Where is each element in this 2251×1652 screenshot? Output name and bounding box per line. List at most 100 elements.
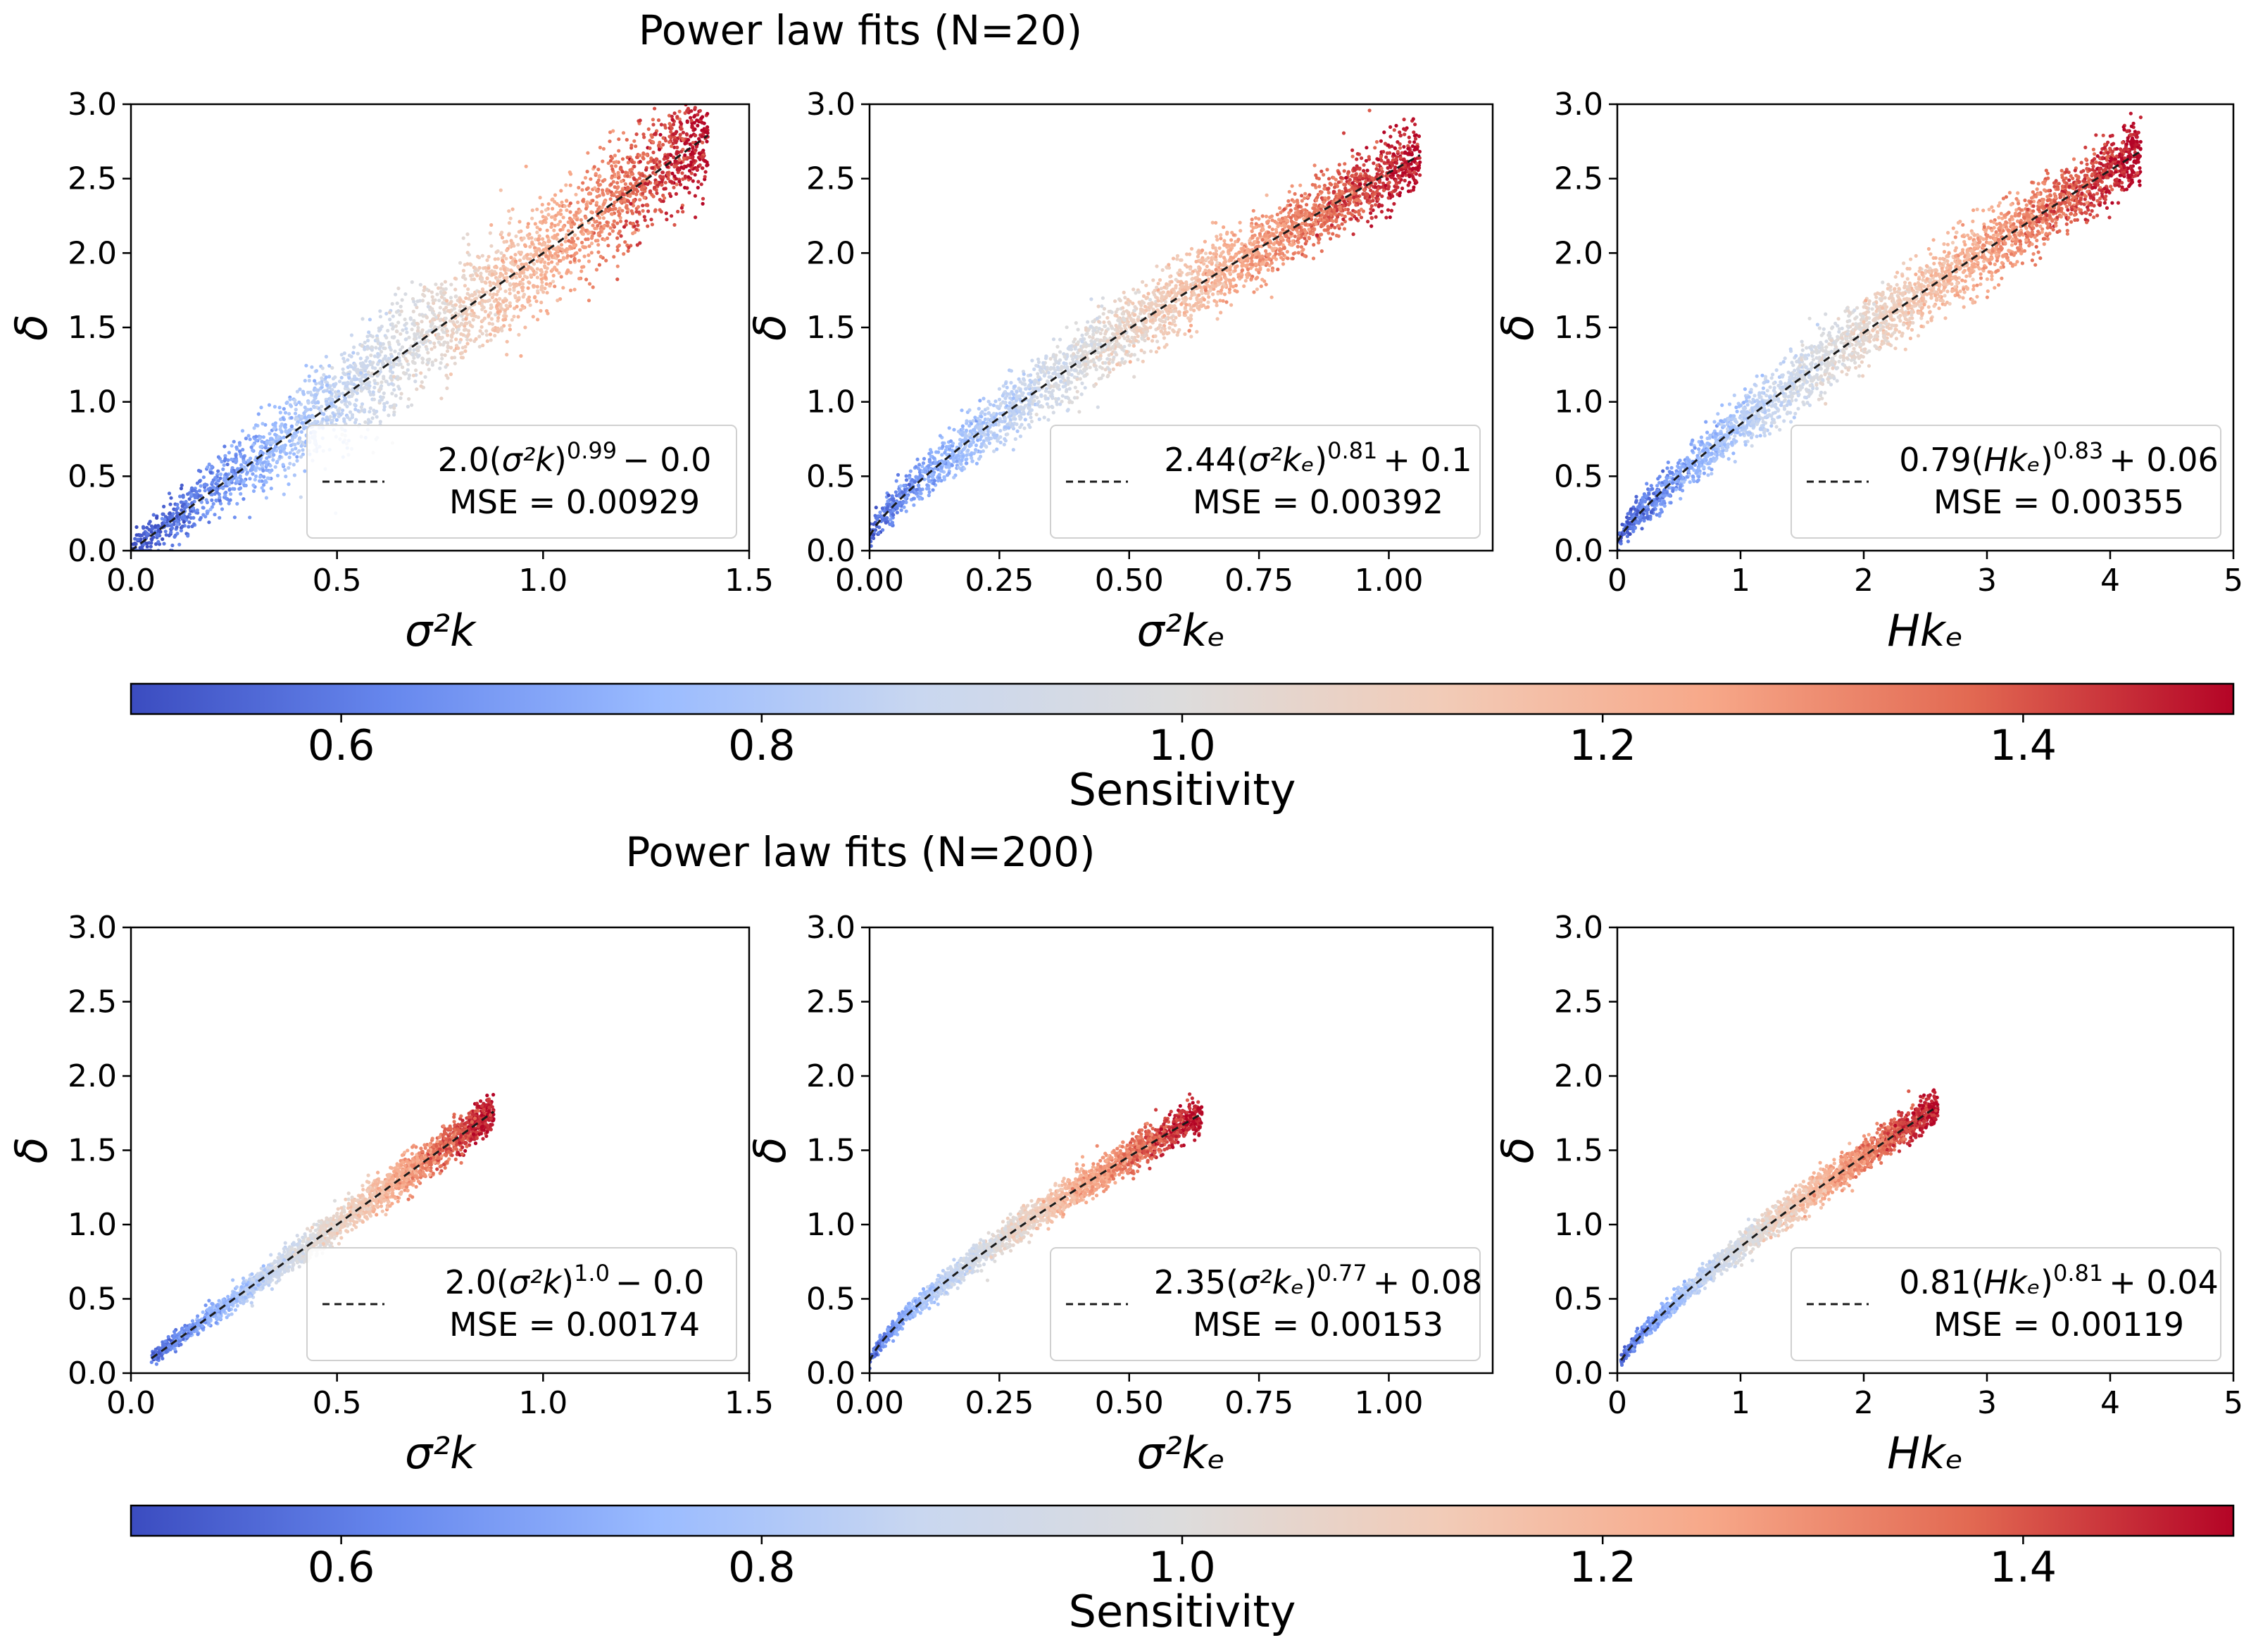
data-point xyxy=(520,304,525,308)
data-point xyxy=(1336,234,1341,238)
data-point xyxy=(269,487,273,491)
data-point xyxy=(463,321,468,325)
data-point xyxy=(265,456,269,461)
data-point xyxy=(658,174,663,178)
data-point xyxy=(324,380,328,384)
data-point xyxy=(337,392,341,396)
data-point xyxy=(368,406,372,411)
data-point xyxy=(220,460,224,464)
data-point xyxy=(510,207,515,211)
data-point xyxy=(679,149,684,154)
data-point xyxy=(510,262,515,266)
data-point xyxy=(392,413,396,417)
data-point xyxy=(1367,108,1372,113)
data-point xyxy=(306,400,311,404)
data-point xyxy=(1219,291,1223,295)
data-point xyxy=(303,379,307,383)
data-point xyxy=(572,253,576,258)
data-point xyxy=(470,299,474,303)
data-point xyxy=(382,391,386,396)
data-point xyxy=(1073,385,1077,389)
data-point xyxy=(1298,183,1303,187)
data-point xyxy=(1375,172,1379,176)
data-point xyxy=(351,392,355,396)
data-point xyxy=(308,407,313,412)
data-point xyxy=(187,520,192,525)
data-point xyxy=(477,344,482,349)
data-point xyxy=(655,180,659,184)
data-point xyxy=(541,290,546,294)
data-point xyxy=(208,470,213,475)
data-point xyxy=(620,188,625,192)
data-point xyxy=(211,501,215,506)
data-point xyxy=(577,185,581,190)
data-point xyxy=(347,376,351,380)
data-point xyxy=(370,416,375,420)
data-point xyxy=(211,485,215,489)
data-point xyxy=(556,223,560,227)
data-point xyxy=(306,390,311,395)
data-point xyxy=(1187,303,1191,307)
data-point xyxy=(190,506,195,511)
data-point xyxy=(1066,376,1070,380)
data-point xyxy=(403,292,408,296)
data-point xyxy=(1202,262,1206,266)
panel-0-0: 0.0 0.5 1.0 1.50.00.51.01.52.02.53.0σ²kδ2.0… xyxy=(6,87,774,656)
data-point xyxy=(1115,339,1119,344)
data-point xyxy=(303,406,307,410)
data-point xyxy=(359,405,363,409)
data-point xyxy=(553,223,557,227)
data-point xyxy=(1396,185,1400,189)
data-point xyxy=(1267,263,1272,268)
data-point xyxy=(224,490,228,494)
data-point xyxy=(1189,313,1193,318)
data-point xyxy=(1351,232,1355,237)
data-point xyxy=(1308,231,1312,235)
data-point xyxy=(263,446,268,450)
data-point xyxy=(520,282,525,286)
data-point xyxy=(377,388,382,392)
data-point xyxy=(453,361,457,365)
data-point xyxy=(1300,199,1304,203)
data-point xyxy=(378,420,382,424)
data-point xyxy=(967,408,972,413)
data-point xyxy=(572,256,577,261)
data-point xyxy=(426,361,430,365)
data-point xyxy=(249,445,253,449)
data-point xyxy=(691,179,695,183)
data-point xyxy=(301,424,306,428)
data-point xyxy=(587,282,592,286)
data-point xyxy=(699,182,703,187)
data-point xyxy=(316,401,320,405)
data-point xyxy=(220,507,225,511)
data-point xyxy=(489,338,493,342)
data-point xyxy=(192,488,196,492)
data-point xyxy=(687,168,692,173)
data-point xyxy=(1384,174,1388,178)
data-point xyxy=(690,125,694,130)
data-point xyxy=(426,351,430,355)
data-point xyxy=(360,375,365,379)
data-point xyxy=(444,365,448,369)
data-point xyxy=(202,482,206,487)
data-point xyxy=(464,327,468,332)
data-point xyxy=(696,185,700,190)
data-point xyxy=(324,375,328,380)
data-point xyxy=(591,223,595,227)
data-point xyxy=(180,524,184,529)
data-point xyxy=(455,320,460,324)
data-point xyxy=(509,268,513,273)
data-point xyxy=(661,175,665,179)
legend-equation: 2.0(σ²k)0.99− 0.0 xyxy=(438,437,712,479)
data-point xyxy=(527,295,532,299)
data-point xyxy=(420,299,425,303)
data-point xyxy=(646,209,651,213)
data-point xyxy=(531,315,535,319)
data-point xyxy=(504,304,508,308)
data-point xyxy=(510,318,514,322)
data-point xyxy=(297,400,301,405)
y-tick-label: 2.5 xyxy=(68,161,117,197)
data-point xyxy=(420,380,424,384)
data-point xyxy=(1096,304,1101,308)
data-point xyxy=(1369,204,1374,208)
